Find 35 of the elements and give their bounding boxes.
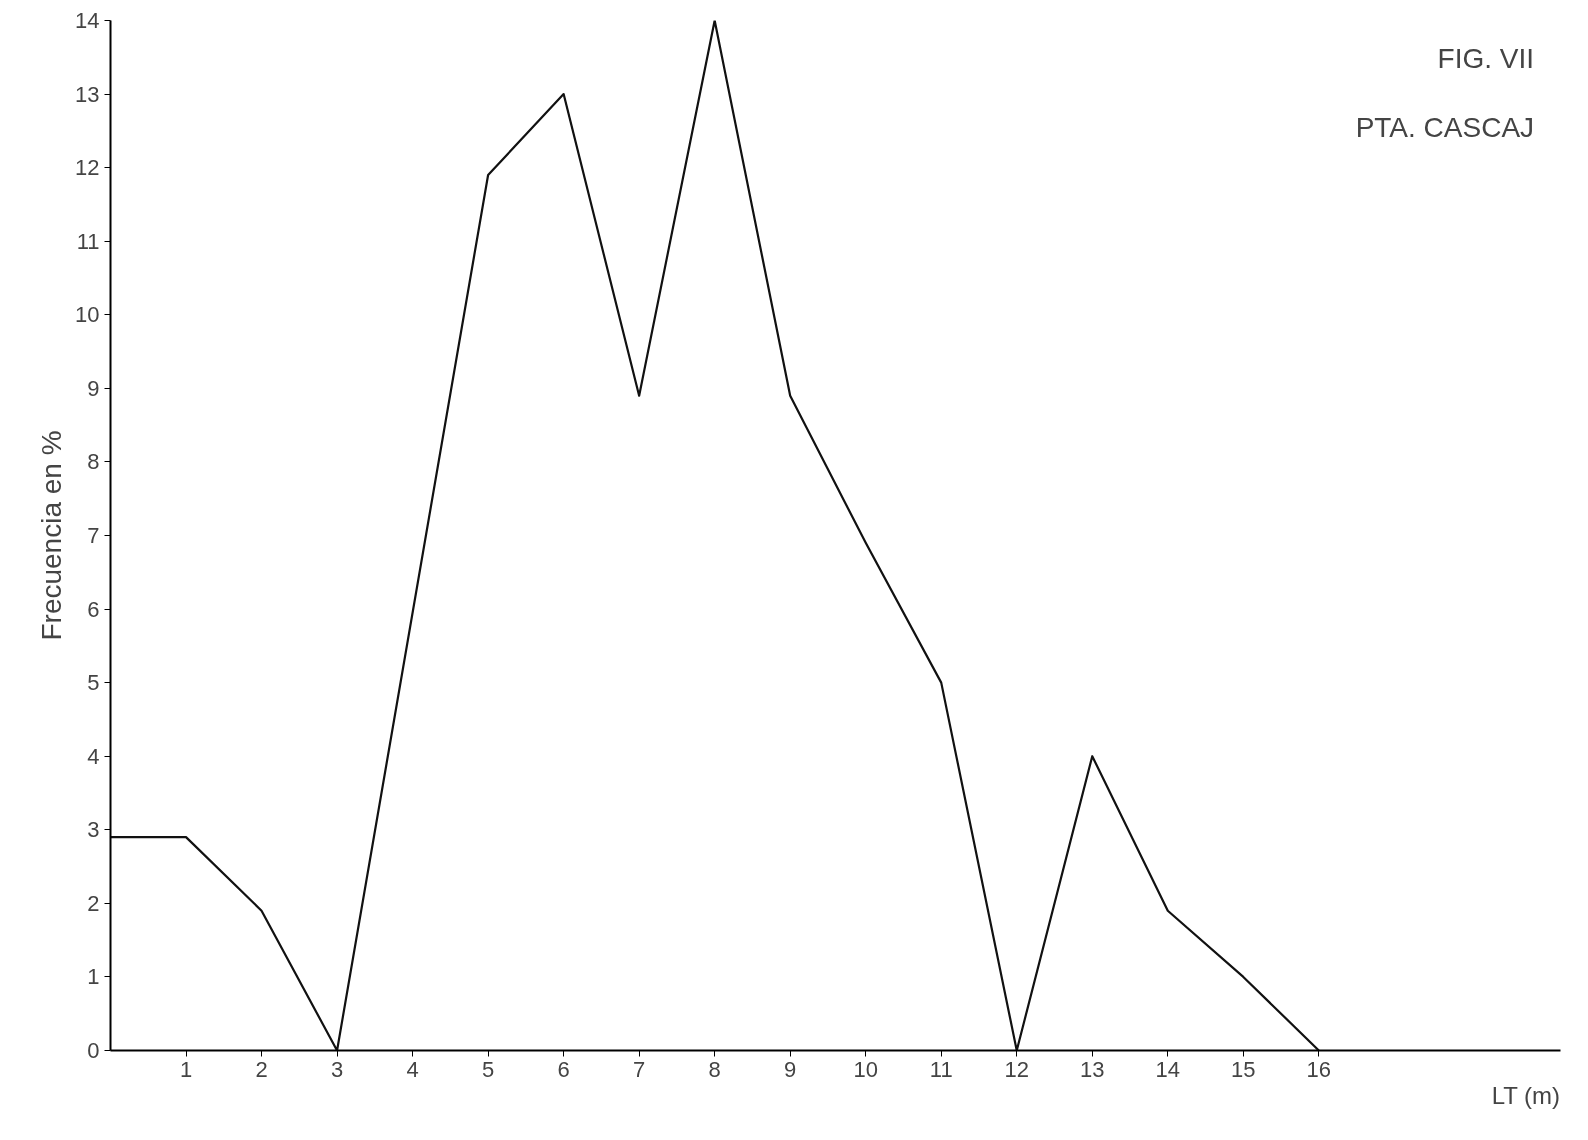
y-tick-label: 9 <box>87 375 100 401</box>
y-tick-label: 14 <box>75 8 100 33</box>
x-tick-label: 1 <box>179 1056 193 1082</box>
x-tick-label: 3 <box>330 1056 344 1082</box>
y-tick-label: 13 <box>75 81 100 107</box>
text: PTA. CASCAJ <box>1355 112 1535 144</box>
y-tick-label: 2 <box>87 890 100 916</box>
x-tick-label: 6 <box>557 1056 570 1082</box>
text: FIG. VII <box>1437 42 1535 74</box>
x-tick-label: 9 <box>784 1056 797 1082</box>
x-tick-label: 16 <box>1306 1056 1332 1082</box>
x-tick-label: 7 <box>633 1056 646 1082</box>
x-tick-label: 2 <box>255 1056 268 1082</box>
x-tick-label: 12 <box>1004 1056 1029 1082</box>
x-tick-label: 5 <box>481 1056 495 1082</box>
x-tick-label: 8 <box>708 1056 721 1082</box>
y-tick-label: 12 <box>75 155 100 181</box>
y-tick-label: 5 <box>87 670 100 696</box>
x-tick-label: 10 <box>853 1056 878 1082</box>
y-axis-title: Frecuencia en % <box>36 430 68 641</box>
y-tick-label: 7 <box>87 523 100 548</box>
y-tick-label: 6 <box>87 596 100 622</box>
y-tick-label: 1 <box>87 964 100 990</box>
x-tick-label: 14 <box>1155 1056 1181 1082</box>
x-tick-label: 13 <box>1080 1056 1105 1082</box>
y-tick-label: 10 <box>75 302 100 328</box>
y-tick-label: 8 <box>87 449 100 475</box>
y-tick-label: 3 <box>87 817 100 843</box>
y-tick-label: 0 <box>87 1038 100 1063</box>
x-axis-title: LT (m) <box>1491 1081 1561 1109</box>
x-tick-label: 11 <box>929 1056 953 1082</box>
x-tick-label: 15 <box>1231 1056 1256 1082</box>
y-tick-label: 11 <box>76 228 100 254</box>
y-tick-label: 4 <box>87 743 100 769</box>
x-tick-label: 4 <box>406 1056 419 1082</box>
